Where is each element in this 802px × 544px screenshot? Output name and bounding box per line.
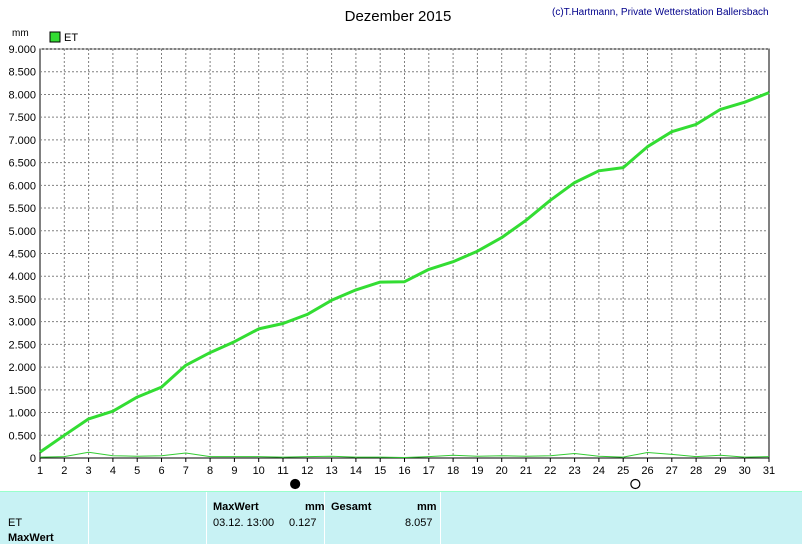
row-label-column: ET MaxWert <box>0 492 89 544</box>
x-tick-label: 14 <box>350 465 362 477</box>
y-tick-label: 8.500 <box>8 67 36 79</box>
x-tick-label: 19 <box>471 465 483 477</box>
x-tick-label: 24 <box>593 465 605 477</box>
y-tick-label: 1.000 <box>8 408 36 420</box>
gesamt-value: 8.057 <box>405 517 433 529</box>
gesamt-header: Gesamt <box>331 501 372 513</box>
maxwert-header: MaxWert <box>213 501 259 513</box>
y-axis-unit: mm <box>12 28 29 39</box>
x-tick-label: 26 <box>641 465 653 477</box>
x-tick-label: 31 <box>763 465 775 477</box>
x-tick-label: 3 <box>86 465 92 477</box>
y-tick-label: 6.500 <box>8 158 36 170</box>
x-tick-label: 23 <box>568 465 580 477</box>
filler-column <box>441 492 802 544</box>
x-tick-label: 5 <box>134 465 140 477</box>
y-tick-label: 9.000 <box>8 44 36 56</box>
y-tick-label: 5.500 <box>8 203 36 215</box>
x-tick-label: 13 <box>325 465 337 477</box>
x-tick-label: 25 <box>617 465 629 477</box>
y-tick-label: 5.000 <box>8 226 36 238</box>
full-moon-icon <box>630 478 641 490</box>
x-tick-label: 15 <box>374 465 386 477</box>
x-tick-label: 9 <box>231 465 237 477</box>
maxwert-unit: mm <box>305 501 325 513</box>
x-tick-label: 2 <box>61 465 67 477</box>
gesamt-unit: mm <box>417 501 437 513</box>
y-tick-label: 4.500 <box>8 249 36 261</box>
chart-title: Dezember 2015 <box>345 8 452 25</box>
x-tick-label: 29 <box>714 465 726 477</box>
y-tick-label: 4.000 <box>8 271 36 283</box>
x-tick-label: 8 <box>207 465 213 477</box>
x-tick-label: 18 <box>447 465 459 477</box>
x-tick-label: 12 <box>301 465 313 477</box>
x-tick-label: 22 <box>544 465 556 477</box>
legend-swatch-et <box>49 31 61 43</box>
y-tick-label: 1.500 <box>8 385 36 397</box>
x-tick-label: 16 <box>398 465 410 477</box>
y-tick-label: 0 <box>30 453 36 465</box>
y-tick-label: 2.500 <box>8 339 36 351</box>
y-tick-label: 8.000 <box>8 89 36 101</box>
x-tick-label: 4 <box>110 465 116 477</box>
evapotranspiration-chart: Dezember 2015 (c)T.Hartmann, Private Wet… <box>8 7 775 490</box>
x-tick-label: 17 <box>423 465 435 477</box>
x-tick-label: 1 <box>37 465 43 477</box>
y-tick-label: 0.500 <box>8 430 36 442</box>
x-tick-label: 11 <box>277 465 288 477</box>
y-tick-label: 7.000 <box>8 135 36 147</box>
maxwert-column: MaxWert mm 03.12. 13:00 0.127 <box>207 492 325 544</box>
x-tick-label: 21 <box>520 465 532 477</box>
x-tick-label: 10 <box>253 465 265 477</box>
maxwert-value: 0.127 <box>289 517 317 529</box>
x-tick-label: 27 <box>666 465 678 477</box>
summary-panel: ET MaxWert MaxWert mm 03.12. 13:00 0.127… <box>0 491 802 544</box>
row-label-et: ET <box>8 517 23 529</box>
x-tick-label: 20 <box>496 465 508 477</box>
maxwert-time: 03.12. 13:00 <box>213 517 275 529</box>
station-credit: (c)T.Hartmann, Private Wetterstation Bal… <box>552 7 769 18</box>
x-tick-label: 7 <box>183 465 189 477</box>
legend-label-et: ET <box>64 32 78 44</box>
series-line-et <box>39 91 770 454</box>
row-label-maxwert: MaxWert <box>8 532 54 544</box>
y-tick-label: 3.000 <box>8 317 36 329</box>
x-tick-label: 28 <box>690 465 702 477</box>
y-tick-label: 3.500 <box>8 294 36 306</box>
x-tick-label: 30 <box>739 465 751 477</box>
y-tick-label: 7.500 <box>8 112 36 124</box>
y-tick-label: 2.000 <box>8 362 36 374</box>
series-line-hourly <box>39 451 770 458</box>
y-tick-label: 6.000 <box>8 180 36 192</box>
empty-column <box>89 492 207 544</box>
plot-area: 0 0.500 1.000 1.500 2.000 2.500 3.000 3.500 4.00… <box>8 44 775 490</box>
x-tick-label: 6 <box>158 465 164 477</box>
gesamt-column: Gesamt mm 8.057 <box>325 492 441 544</box>
new-moon-icon <box>290 478 301 490</box>
